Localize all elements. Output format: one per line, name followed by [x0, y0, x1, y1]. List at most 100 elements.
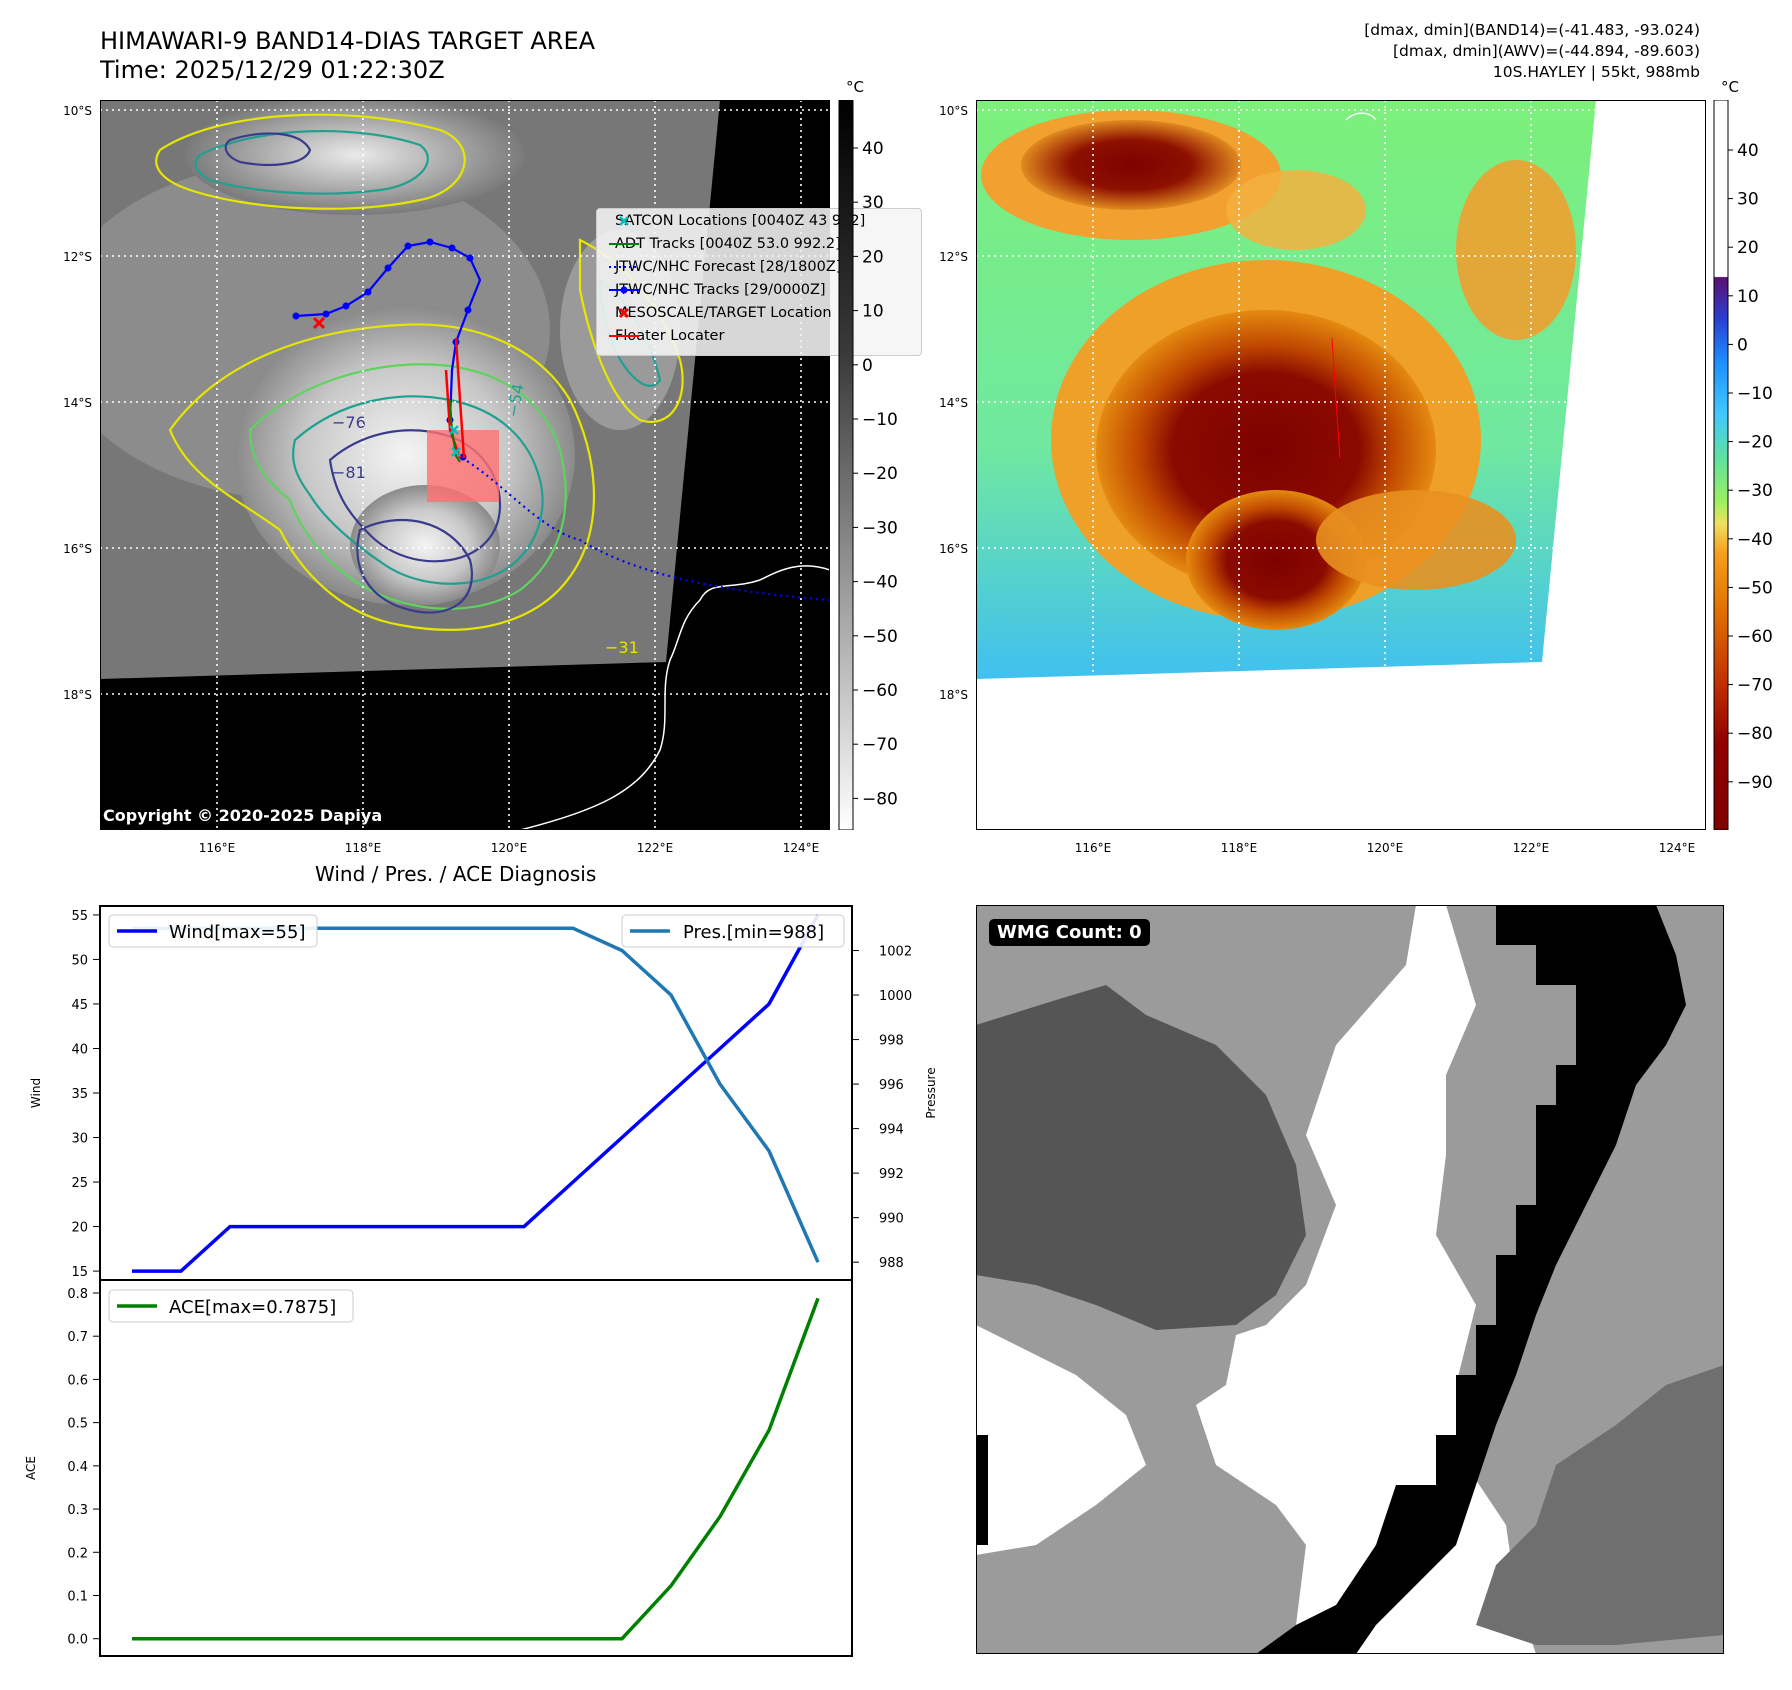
- lat-label: 12°S: [939, 250, 968, 264]
- y-tick-label: 15: [71, 1265, 88, 1280]
- legend-item-floater: Floater Locater: [609, 328, 725, 344]
- awv-floater-track: [1331, 337, 1341, 459]
- colorbar-tick-label: −70: [1737, 676, 1773, 696]
- lon-label: 120°E: [491, 841, 528, 855]
- lat-label: 18°S: [63, 688, 92, 702]
- legend-item-mesoscale: MESOSCALE/TARGET Location: [615, 305, 832, 321]
- ace-plot-frame: [99, 1279, 853, 1657]
- colorbar-tick-label: −80: [862, 789, 898, 809]
- wind-axis-label: Wind: [29, 1078, 43, 1108]
- awv-map-panel: [976, 100, 1706, 830]
- colorbar-tick-label: 20: [862, 247, 884, 267]
- colorbar-tick-label: 0: [1737, 335, 1748, 355]
- storm-info-text: 10S.HAYLEY | 55kt, 988mb: [1492, 63, 1700, 81]
- y-tick-label: 55: [71, 909, 88, 924]
- wmg-black-band: [1256, 905, 1686, 1654]
- colorbar-tick-label: −10: [862, 410, 898, 430]
- y-tick-label: 992: [879, 1167, 904, 1182]
- floater-track: [444, 337, 466, 459]
- legend-item-adt: ADT Tracks [0040Z 53.0 992.2]: [609, 236, 841, 252]
- y-tick-label: 988: [879, 1256, 904, 1271]
- y-tick-label: 0.2: [67, 1546, 88, 1561]
- lat-label: 14°S: [63, 396, 92, 410]
- page-title: HIMAWARI-9 BAND14-DIAS TARGET AREA: [100, 27, 596, 55]
- contour-label: −31: [605, 638, 639, 657]
- wind-legend: Wind[max=55]: [108, 914, 318, 948]
- legend-item-tracks: JTWC/NHC Tracks [29/0000Z]: [609, 282, 826, 298]
- lon-label: 118°E: [345, 841, 382, 855]
- y-tick-label: 1002: [879, 945, 912, 960]
- colorbar-tick-label: −90: [1737, 773, 1773, 793]
- coastline: [519, 565, 830, 830]
- colorbar-tick-label: 20: [1737, 238, 1759, 258]
- ace-legend: ACE[max=0.7875]: [108, 1289, 354, 1323]
- legend-item-satcon: SATCON Locations [0040Z 43 992]: [615, 213, 866, 229]
- wind-plot-frame: [99, 905, 853, 1281]
- lat-label: 18°S: [939, 688, 968, 702]
- colorbar-tick-label: 10: [1737, 287, 1759, 307]
- svg-text:Wind[max=55]: Wind[max=55]: [169, 922, 306, 943]
- ir-lat-labels: 10°S 12°S 14°S 16°S 18°S: [63, 104, 92, 702]
- lat-label: 10°S: [939, 104, 968, 118]
- lon-label: 122°E: [637, 841, 674, 855]
- y-tick-label: 0.8: [67, 1287, 88, 1302]
- awv-map: [976, 100, 1706, 830]
- legend-item-forecast: JTWC/NHC Forecast [28/1800Z]: [609, 259, 842, 275]
- svg-text:Pres.[min=988]: Pres.[min=988]: [683, 922, 824, 943]
- adt-track: [449, 399, 461, 463]
- contour-label: −81: [332, 463, 366, 482]
- y-tick-label: 996: [879, 1078, 904, 1093]
- awv-colorbar-unit: °C: [1721, 78, 1739, 96]
- colorbar-tick-label: −40: [1737, 530, 1773, 550]
- page-timestamp: Time: 2025/12/29 01:22:30Z: [100, 56, 445, 84]
- jtwc-track: [295, 240, 482, 421]
- colorbar-tick-label: −50: [1737, 578, 1773, 598]
- y-tick-label: 30: [71, 1132, 88, 1147]
- colorbar-tick-label: −50: [862, 627, 898, 647]
- colorbar-tick-label: 40: [1737, 141, 1759, 161]
- y-tick-label: 35: [71, 1087, 88, 1102]
- ace-series-line: [132, 1297, 820, 1641]
- lat-label: 16°S: [63, 542, 92, 556]
- y-tick-label: 0.5: [67, 1417, 88, 1432]
- colorbar-tick-label: 40: [862, 139, 884, 159]
- contour-label: −76: [332, 413, 366, 432]
- y-tick-label: 0.7: [67, 1330, 88, 1345]
- colorbar-tick-label: 30: [1737, 190, 1759, 210]
- y-tick-label: 40: [71, 1042, 88, 1057]
- lon-label: 116°E: [199, 841, 236, 855]
- ir-map-panel: −76 −81 −54 −31: [100, 100, 922, 830]
- y-tick-label: 0.0: [67, 1633, 88, 1648]
- ace-axis-label: ACE: [24, 1456, 38, 1480]
- lat-label: 12°S: [63, 250, 92, 264]
- y-tick-label: 50: [71, 953, 88, 968]
- colorbar-tick-label: 0: [862, 356, 873, 376]
- colorbar-tick-label: −60: [862, 681, 898, 701]
- lat-label: 16°S: [939, 542, 968, 556]
- lon-label: 122°E: [1513, 841, 1550, 855]
- y-tick-label: 25: [71, 1176, 88, 1191]
- copyright-text: Copyright © 2020-2025 Dapiya: [103, 806, 383, 825]
- lon-label: 116°E: [1075, 841, 1112, 855]
- colorbar-tick-label: −20: [862, 464, 898, 484]
- y-tick-label: 0.3: [67, 1503, 88, 1518]
- colorbar-tick-label: −80: [1737, 724, 1773, 744]
- band14-range-text: [dmax, dmin](BAND14)=(-41.483, -93.024): [1364, 21, 1700, 39]
- colorbar-tick-label: −60: [1737, 627, 1773, 647]
- y-tick-label: 0.6: [67, 1373, 88, 1388]
- colorbar-tick-label: −30: [1737, 481, 1773, 501]
- pressure-legend: Pres.[min=988]: [621, 914, 845, 948]
- y-tick-label: 20: [71, 1221, 88, 1236]
- colorbar-tick-label: −40: [862, 573, 898, 593]
- wind-series-line: [132, 914, 820, 1273]
- diagnosis-charts: 15 20 25 30 35 40 45 50 55 988 990 992 994 996 998 100…: [24, 905, 938, 1657]
- y-tick-label: 998: [879, 1034, 904, 1049]
- ir-colorbar: 40 30 20 10 0 −10 −20 −30 −40 −50 −60 −70 −80: [838, 100, 898, 830]
- lat-label: 14°S: [939, 396, 968, 410]
- y-tick-label: 990: [879, 1212, 904, 1227]
- y-tick-label: 994: [879, 1123, 904, 1138]
- ir-legend: SATCON Locations [0040Z 43 992] ADT Trac…: [596, 208, 922, 356]
- colorbar-tick-label: −20: [1737, 433, 1773, 453]
- ir-lon-labels: 116°E 118°E 120°E 122°E 124°E: [199, 841, 820, 855]
- wmg-count-badge: WMG Count: 0: [989, 919, 1150, 946]
